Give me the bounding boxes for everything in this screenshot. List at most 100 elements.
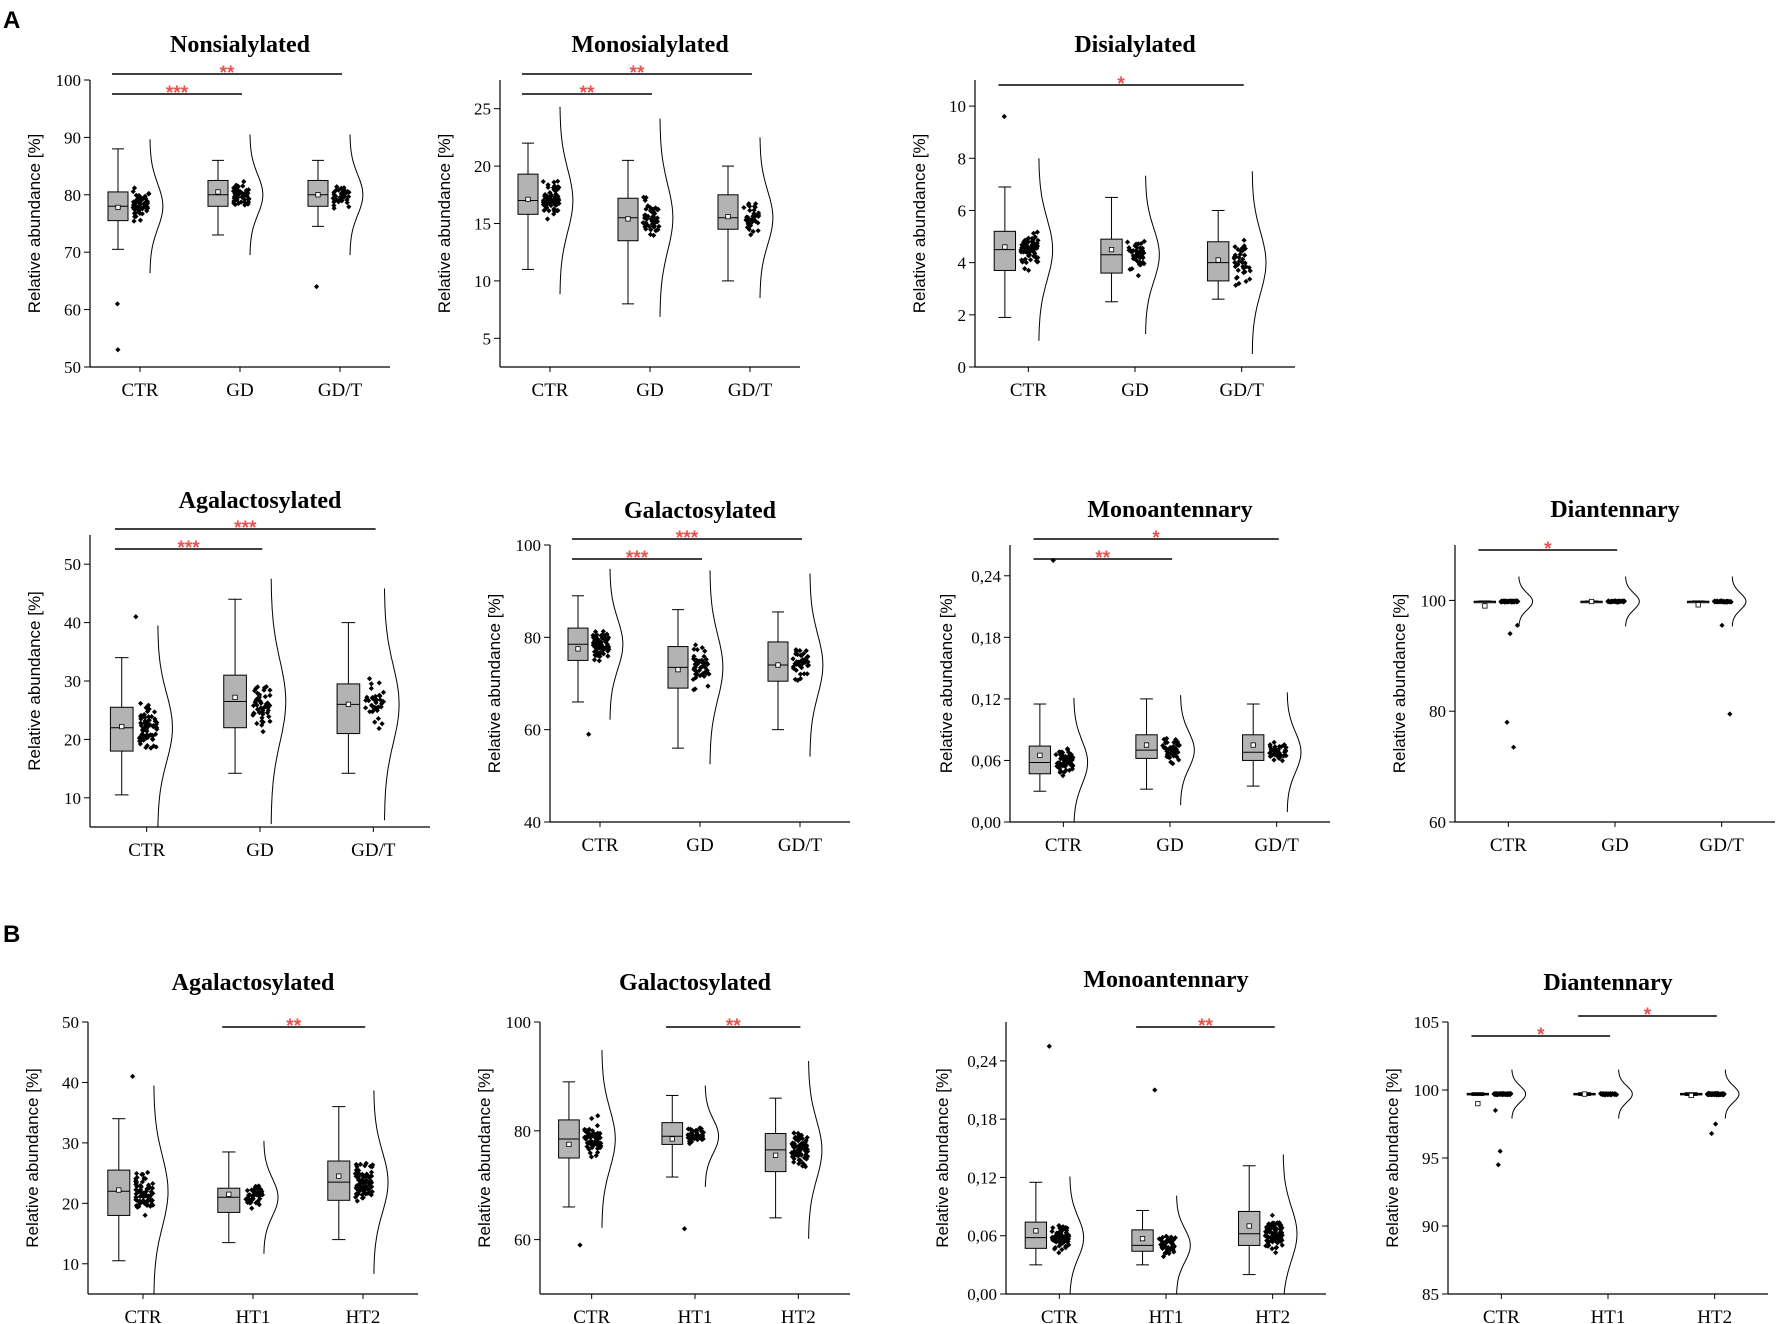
box-GD/T [1242, 692, 1302, 813]
data-point [791, 1159, 797, 1165]
data-point [1493, 1091, 1499, 1097]
x-tick-label: GD/T [1220, 380, 1265, 401]
data-point [541, 207, 547, 214]
outlier-point [133, 614, 139, 620]
data-point [689, 1134, 695, 1141]
data-point [1712, 599, 1718, 605]
distribution-curve [809, 573, 824, 757]
data-point [600, 651, 607, 657]
data-point [1164, 748, 1170, 754]
box-HT1 [1573, 1069, 1633, 1119]
data-point [588, 1138, 595, 1145]
data-point [546, 200, 552, 206]
data-point [267, 718, 273, 724]
data-point [374, 697, 380, 703]
data-point [1235, 267, 1241, 273]
data-point [700, 1129, 707, 1135]
data-point [1140, 259, 1146, 265]
data-point [245, 187, 252, 193]
data-point [133, 1170, 140, 1177]
data-point [1025, 267, 1032, 273]
y-tick-label: 10 [474, 272, 491, 291]
data-point [376, 725, 382, 732]
data-point [376, 704, 382, 710]
data-point [241, 179, 247, 185]
x-tick-label: HT1 [678, 1307, 713, 1324]
data-point [259, 722, 265, 728]
data-point [331, 202, 337, 209]
data-point [1173, 747, 1179, 753]
data-point [799, 1140, 805, 1146]
x-tick-label: HT2 [1255, 1307, 1290, 1324]
data-point [1241, 237, 1247, 243]
box-mean [1143, 742, 1150, 748]
data-point [145, 1169, 151, 1176]
data-point [1035, 254, 1041, 261]
data-point [259, 1191, 265, 1197]
y-tick-label: 100 [1421, 591, 1447, 610]
distribution-curve [1282, 1154, 1298, 1295]
y-axis-label: Relative abundance [%] [475, 1068, 494, 1248]
data-point [695, 1132, 701, 1138]
data-point [366, 1186, 372, 1192]
y-tick-label: 0,00 [967, 1285, 997, 1304]
data-point [1242, 246, 1248, 252]
data-point [353, 1167, 359, 1173]
data-point [702, 648, 708, 654]
data-point [690, 676, 696, 683]
distribution-curve [704, 1085, 720, 1188]
data-point [358, 1177, 365, 1183]
data-point [1019, 257, 1025, 263]
y-tick-label: 30 [62, 1134, 79, 1153]
data-point [652, 205, 659, 211]
data-point [687, 1138, 693, 1145]
box-GD/T [717, 137, 774, 299]
data-point [805, 659, 811, 665]
outlier-point [1152, 1087, 1158, 1093]
data-point [605, 648, 611, 654]
x-tick-label: CTR [1483, 1307, 1520, 1324]
data-point [589, 1115, 595, 1122]
data-point [795, 651, 801, 658]
y-axis-label: Relative abundance [%] [933, 1068, 952, 1248]
significance-label: *** [234, 518, 257, 539]
data-point [1055, 761, 1061, 767]
box-mean [115, 204, 121, 211]
data-point [333, 193, 339, 199]
x-tick-label: GD [1156, 835, 1183, 856]
data-point [1170, 744, 1176, 750]
box-iqr [993, 230, 1017, 271]
data-point [792, 1134, 799, 1140]
x-tick-label: CTR [1490, 835, 1527, 856]
data-point [1267, 750, 1273, 757]
data-point [1283, 753, 1289, 759]
data-point [791, 1130, 797, 1136]
data-point [592, 644, 598, 650]
significance-label: ** [220, 63, 235, 84]
y-tick-label: 60 [1429, 813, 1446, 832]
data-point [1600, 1091, 1606, 1098]
data-point [1243, 278, 1249, 285]
data-point [231, 193, 238, 199]
data-point [1171, 1249, 1177, 1255]
data-point [1265, 1243, 1271, 1249]
data-point [1064, 746, 1071, 752]
x-tick-label: CTR [125, 1307, 162, 1324]
data-point [595, 1149, 601, 1155]
significance-label: ** [726, 1016, 741, 1037]
data-point [354, 1163, 360, 1170]
box-mean [1581, 1091, 1588, 1097]
x-tick-label: HT2 [1697, 1307, 1732, 1324]
data-point [1061, 1235, 1068, 1241]
data-point [691, 666, 697, 673]
y-tick-label: 80 [514, 1122, 531, 1141]
data-point [146, 1185, 153, 1191]
data-point [582, 1135, 588, 1141]
data-point [255, 1198, 261, 1204]
chart-title: Nonsialylated [170, 32, 311, 58]
x-tick-label: GD/T [1700, 835, 1745, 856]
data-point [755, 228, 761, 234]
data-point [267, 702, 273, 709]
